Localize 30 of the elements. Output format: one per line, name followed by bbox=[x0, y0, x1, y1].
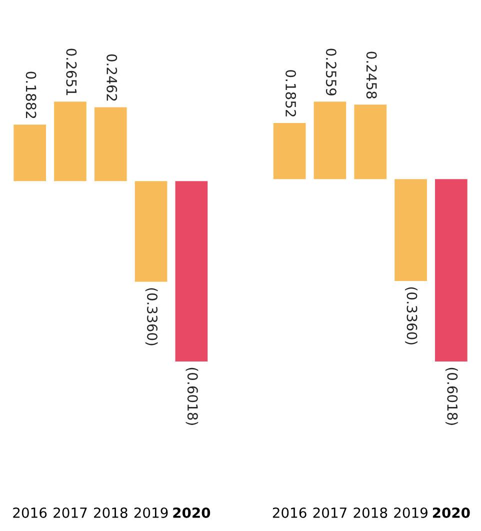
x-tick-label: 2017 bbox=[54, 507, 87, 518]
data-label: 0.1852 bbox=[286, 70, 296, 116]
x-tick-label: 2017 bbox=[313, 507, 346, 518]
x-tick-label: 2018 bbox=[94, 507, 128, 518]
data-label: 0.2651 bbox=[66, 48, 77, 96]
bar bbox=[314, 102, 346, 180]
bar bbox=[354, 104, 387, 180]
x-tick-label: 2016 bbox=[272, 507, 306, 518]
bar bbox=[435, 179, 468, 362]
x-tick-label: 2020 bbox=[173, 507, 210, 518]
x-tick-label: 2018 bbox=[354, 507, 388, 518]
data-label: 0.2462 bbox=[106, 54, 118, 101]
data-label: 0.2458 bbox=[366, 52, 377, 98]
bar bbox=[175, 181, 208, 362]
bar bbox=[134, 181, 168, 282]
bar bbox=[14, 124, 46, 182]
x-tick-label: 2020 bbox=[432, 507, 470, 518]
bar bbox=[54, 102, 86, 182]
data-label: (0.3360) bbox=[405, 287, 418, 344]
x-tick-label: 2016 bbox=[13, 507, 47, 518]
bar bbox=[94, 107, 127, 182]
data-label: (0.3360) bbox=[145, 288, 158, 346]
data-label: 0.2559 bbox=[326, 48, 336, 96]
bar bbox=[394, 179, 427, 281]
bar bbox=[273, 123, 306, 180]
data-label: (0.6018) bbox=[446, 368, 458, 425]
data-label: (0.6018) bbox=[186, 368, 198, 425]
x-tick-label: 2019 bbox=[394, 507, 428, 518]
data-label: 0.1882 bbox=[26, 72, 36, 118]
x-tick-label: 2019 bbox=[134, 507, 168, 518]
